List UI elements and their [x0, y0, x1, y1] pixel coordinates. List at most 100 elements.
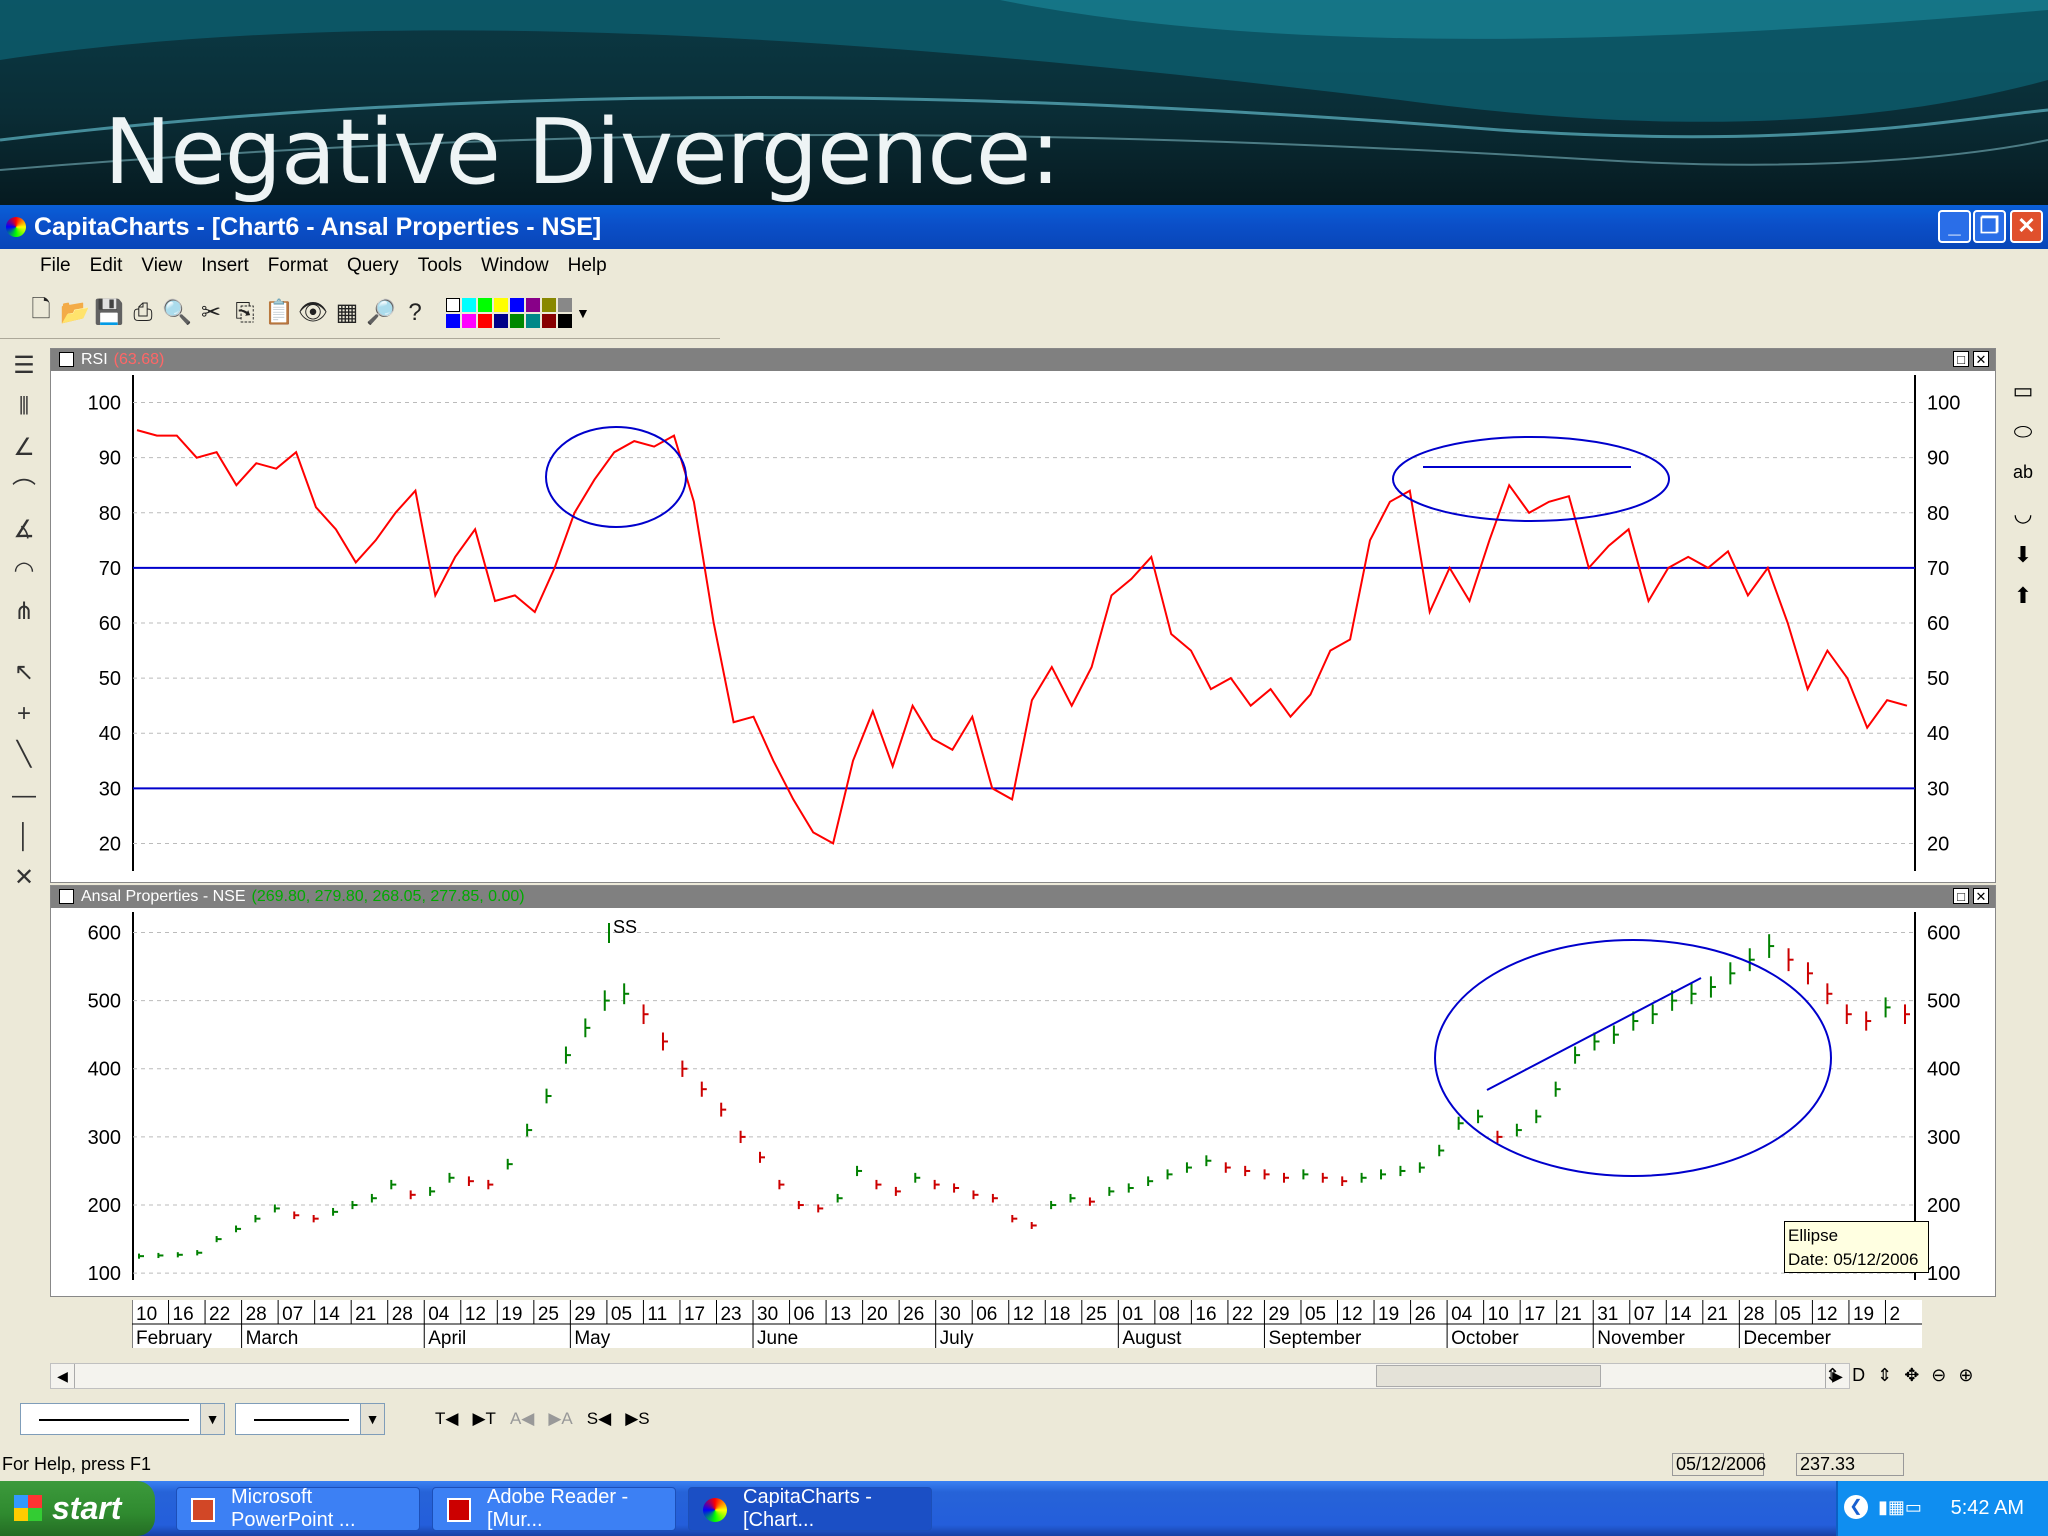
pointer-icon[interactable]: ↖: [13, 659, 35, 686]
vertical-move-icon[interactable]: ⇕: [1877, 1365, 1893, 1385]
tooltip-line1: Ellipse: [1788, 1226, 1839, 1245]
menu-tools[interactable]: Tools: [417, 255, 463, 276]
task-powerpoint[interactable]: Microsoft PowerPoint ...: [176, 1486, 420, 1531]
slide-background: Negative Divergence:: [0, 0, 2048, 205]
date-day-label: 16: [1195, 1304, 1216, 1325]
rsi-divergence-ellipse-may: [545, 426, 687, 528]
menu-help[interactable]: Help: [567, 255, 607, 276]
menu-query[interactable]: Query: [346, 255, 399, 276]
copy-icon[interactable]: ⎘: [235, 298, 255, 326]
speed-lines-icon[interactable]: ∡: [13, 516, 35, 543]
prev-signal-button[interactable]: S◀: [586, 1409, 612, 1428]
delete-drawing-icon[interactable]: ✕: [13, 864, 35, 891]
scroll-thumb[interactable]: [1376, 1365, 1601, 1387]
prev-annotation-button[interactable]: A◀: [509, 1409, 535, 1428]
line-style-select[interactable]: ▼: [20, 1403, 225, 1435]
pane-restore-icon[interactable]: □: [1953, 888, 1969, 904]
pane-close-icon[interactable]: ✕: [1973, 888, 1989, 904]
horizontal-scrollbar[interactable]: ◀ ▶: [50, 1363, 1850, 1389]
date-day-label: 20: [867, 1304, 888, 1325]
price-tick-label-left: 200: [88, 1195, 121, 1217]
rsi-tick-label-left: 50: [99, 668, 121, 690]
arc-icon[interactable]: ◡: [2013, 500, 2033, 526]
price-tick-label-right: 300: [1927, 1127, 1960, 1149]
price-tick-label-right: 200: [1927, 1195, 1960, 1217]
zoom-icon[interactable]: 🔎: [366, 299, 396, 326]
next-signal-button[interactable]: ▶S: [625, 1409, 650, 1428]
view-icon[interactable]: 👁: [297, 299, 329, 326]
text-icon[interactable]: ab: [2012, 462, 2034, 482]
task-capitacharts[interactable]: CapitaCharts - [Chart...: [688, 1486, 932, 1531]
save-icon[interactable]: 💾: [94, 299, 124, 326]
ellipse-icon[interactable]: ⬭: [2013, 418, 2033, 444]
fan-lines-icon[interactable]: ∠: [13, 434, 35, 461]
zoom-out-icon[interactable]: ⊖: [1931, 1365, 1947, 1385]
date-day-label: 26: [1415, 1304, 1436, 1325]
menu-view[interactable]: View: [141, 255, 183, 276]
andrews-pitchfork-icon[interactable]: ⋔: [13, 598, 35, 625]
trendline-icon[interactable]: ╲: [16, 741, 32, 768]
next-annotation-button[interactable]: ▶A: [548, 1409, 573, 1428]
horizontal-line-icon[interactable]: —: [12, 781, 36, 809]
grid-icon[interactable]: ▦: [335, 299, 359, 326]
date-day-label: 28: [1743, 1304, 1764, 1325]
help-icon[interactable]: ?: [408, 298, 422, 326]
date-month-label: November: [1597, 1328, 1685, 1348]
date-day-label: 28: [392, 1304, 413, 1325]
crosshair-icon[interactable]: +: [16, 699, 31, 727]
rectangle-icon[interactable]: ▭: [2012, 377, 2034, 403]
rsi-tick-label-right: 90: [1927, 448, 1949, 470]
print-icon[interactable]: ⎙: [133, 298, 153, 326]
tray-expand-icon[interactable]: ❮: [1844, 1495, 1868, 1519]
date-day-label: 25: [1086, 1304, 1107, 1325]
date-day-label: 30: [940, 1304, 961, 1325]
daily-period-button[interactable]: D: [1852, 1365, 1866, 1385]
menu-file[interactable]: File: [40, 255, 71, 276]
date-day-label: 25: [538, 1304, 559, 1325]
vertical-line-icon[interactable]: │: [16, 822, 32, 850]
paste-icon[interactable]: 📋: [264, 299, 294, 326]
pane-checkbox[interactable]: [59, 889, 74, 904]
start-button[interactable]: start: [0, 1481, 155, 1536]
price-chart: 600 600 500 500 400 400 300 300 200 200 100 100 SS: [88, 912, 1960, 1285]
window-title: CapitaCharts - [Chart6 - Ansal Propertie…: [34, 212, 602, 241]
arcs-icon[interactable]: ⌒: [12, 478, 36, 505]
cut-icon[interactable]: ✂: [200, 299, 222, 326]
task-adobe-reader[interactable]: Adobe Reader - [Mur...: [432, 1486, 676, 1531]
horizontal-lines-icon[interactable]: ☰: [13, 352, 35, 379]
next-trend-button[interactable]: ▶T: [472, 1409, 496, 1428]
color-palette[interactable]: [446, 297, 572, 328]
menu-window[interactable]: Window: [481, 255, 549, 276]
scroll-lock-icon[interactable]: ⇕: [1825, 1365, 1841, 1385]
fibonacci-arcs-icon[interactable]: ◠: [13, 557, 35, 584]
print-preview-icon[interactable]: 🔍: [162, 299, 192, 326]
date-day-label: 14: [319, 1304, 341, 1325]
pan-icon[interactable]: ✥: [1904, 1365, 1920, 1385]
minimize-button[interactable]: _: [1938, 210, 1971, 243]
open-folder-icon[interactable]: 📂: [60, 299, 90, 326]
navigation-buttons: T◀ ▶T A◀ ▶A S◀ ▶S: [435, 1409, 650, 1429]
vertical-lines-icon[interactable]: ⦀: [18, 392, 30, 420]
rsi-label: RSI: [81, 351, 108, 368]
pane-close-icon[interactable]: ✕: [1973, 351, 1989, 367]
pane-checkbox[interactable]: [59, 352, 74, 367]
zoom-in-icon[interactable]: ⊕: [1958, 1365, 1974, 1385]
maximize-button[interactable]: ❐: [1973, 210, 2006, 243]
line-width-select[interactable]: ▼: [235, 1403, 385, 1435]
pane-restore-icon[interactable]: □: [1953, 351, 1969, 367]
scroll-left-icon[interactable]: ◀: [51, 1364, 75, 1388]
prev-trend-button[interactable]: T◀: [435, 1409, 459, 1428]
up-arrow-icon[interactable]: ⬆: [2013, 582, 2033, 608]
rsi-tick-label-right: 20: [1927, 833, 1949, 855]
price-tick-label-left: 300: [88, 1127, 121, 1149]
menu-format[interactable]: Format: [267, 255, 328, 276]
menu-insert[interactable]: Insert: [201, 255, 249, 276]
close-button[interactable]: ✕: [2010, 210, 2043, 243]
scroll-right-icon[interactable]: ▶: [1825, 1364, 1849, 1388]
date-day-label: 16: [173, 1304, 194, 1325]
new-file-icon[interactable]: 🗋: [31, 296, 51, 323]
down-arrow-icon[interactable]: ⬇: [2013, 541, 2033, 567]
date-month-label: July: [940, 1328, 974, 1348]
menu-edit[interactable]: Edit: [89, 255, 123, 276]
palette-dropdown-icon[interactable]: ▼: [576, 304, 590, 321]
